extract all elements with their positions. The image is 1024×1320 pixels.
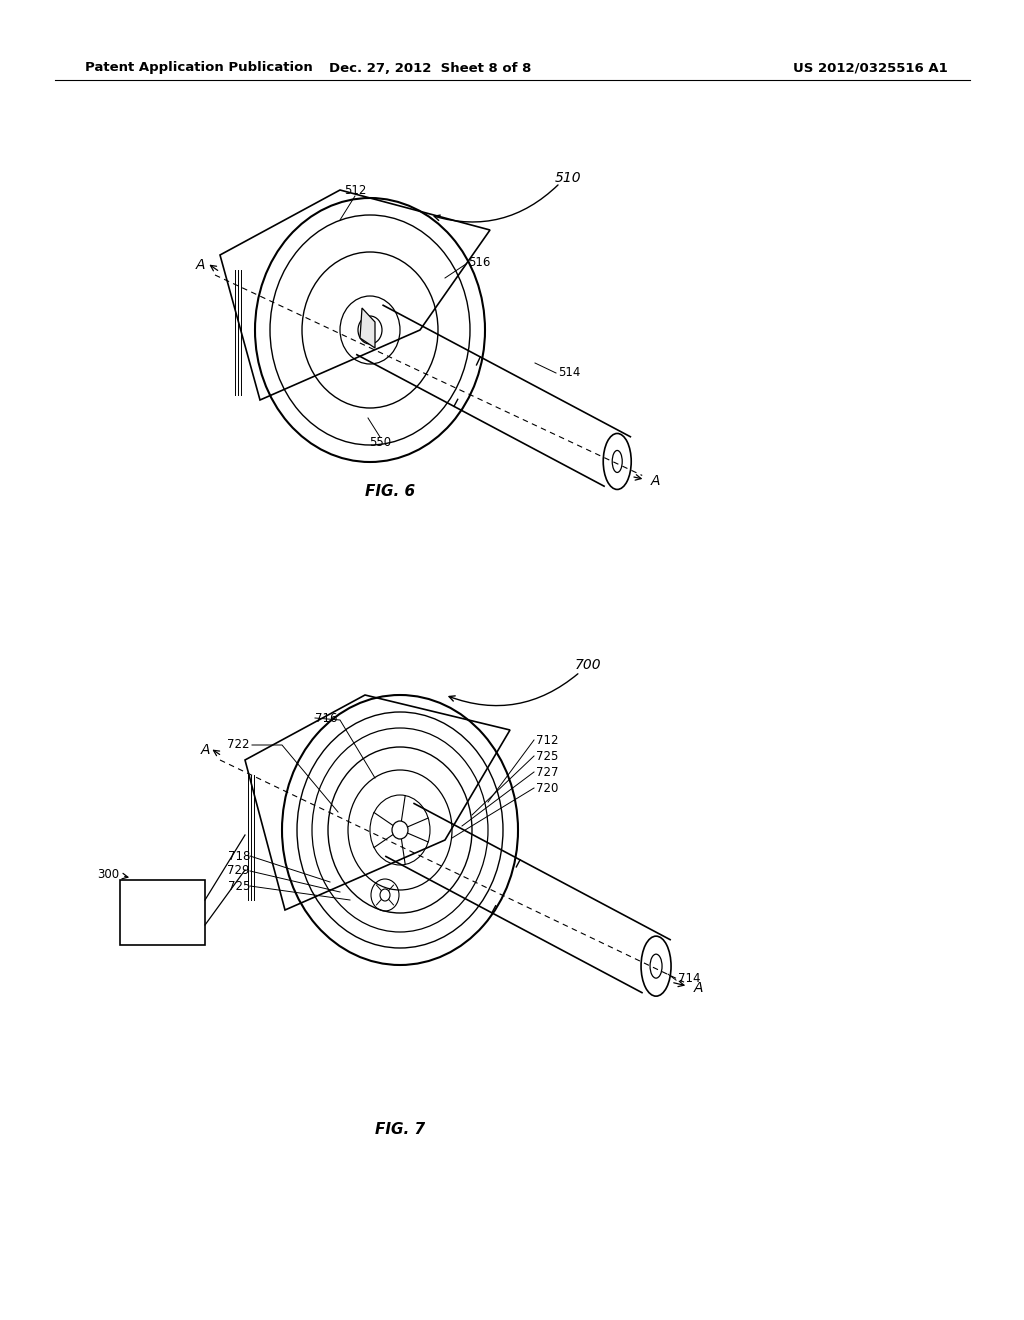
Text: 700: 700: [575, 657, 602, 672]
Text: A: A: [201, 743, 210, 756]
Bar: [120, 880, 205, 945]
Text: 510: 510: [555, 172, 582, 185]
Text: US 2012/0325516 A1: US 2012/0325516 A1: [793, 62, 947, 74]
Text: 720: 720: [536, 781, 558, 795]
Text: 516: 516: [468, 256, 490, 268]
Text: 714: 714: [678, 972, 700, 985]
Ellipse shape: [392, 821, 408, 840]
Ellipse shape: [380, 888, 390, 902]
Text: 725: 725: [536, 750, 558, 763]
Text: A: A: [650, 474, 660, 488]
Text: 718: 718: [227, 850, 250, 862]
Text: 725: 725: [227, 879, 250, 892]
Text: 727: 727: [536, 766, 558, 779]
Text: Patent Application Publication: Patent Application Publication: [85, 62, 312, 74]
Text: FIG. 6: FIG. 6: [365, 484, 415, 499]
Text: 512: 512: [344, 183, 367, 197]
Text: 716: 716: [315, 711, 338, 725]
Text: 722: 722: [227, 738, 250, 751]
Text: Dec. 27, 2012  Sheet 8 of 8: Dec. 27, 2012 Sheet 8 of 8: [329, 62, 531, 74]
Text: 729: 729: [227, 865, 250, 878]
Text: A: A: [196, 257, 205, 272]
Text: FIG. 7: FIG. 7: [375, 1122, 425, 1138]
Text: 514: 514: [558, 366, 581, 379]
Text: 300: 300: [97, 869, 119, 882]
Text: 712: 712: [536, 734, 558, 747]
Polygon shape: [360, 308, 375, 348]
Text: A: A: [693, 981, 702, 995]
Text: 550: 550: [369, 436, 391, 449]
